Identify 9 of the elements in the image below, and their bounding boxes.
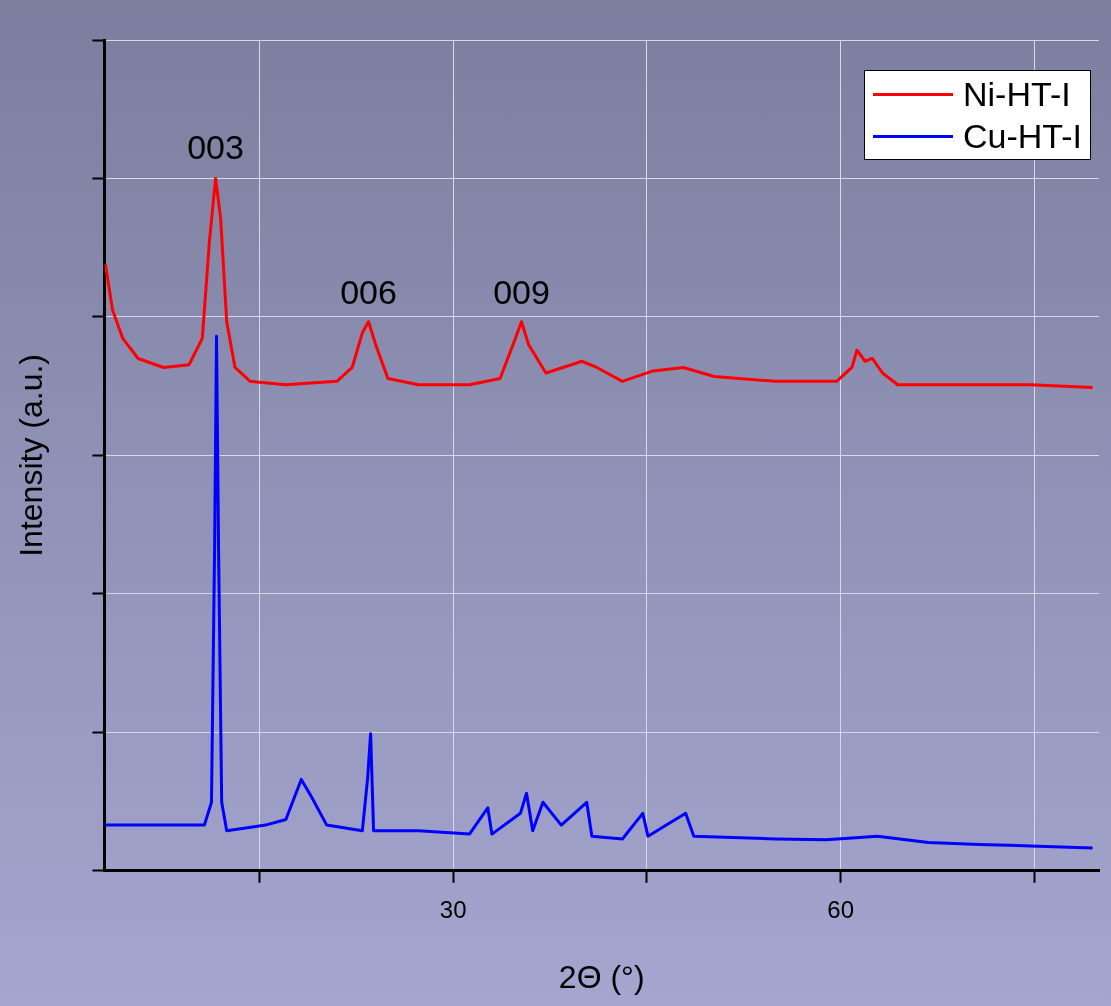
x-tick-label: 30: [439, 895, 467, 923]
legend-label: Ni-HT-I: [963, 74, 1071, 115]
annotation: 006: [340, 273, 397, 312]
legend-label: Cu-HT-I: [963, 116, 1082, 157]
x-axis-title: 2Θ (°): [558, 958, 645, 995]
y-axis-title: Intensity (a.u.): [13, 354, 50, 557]
annotation: 003: [187, 127, 244, 166]
x-tick-label: 60: [827, 895, 855, 923]
annotation: 009: [493, 273, 550, 312]
